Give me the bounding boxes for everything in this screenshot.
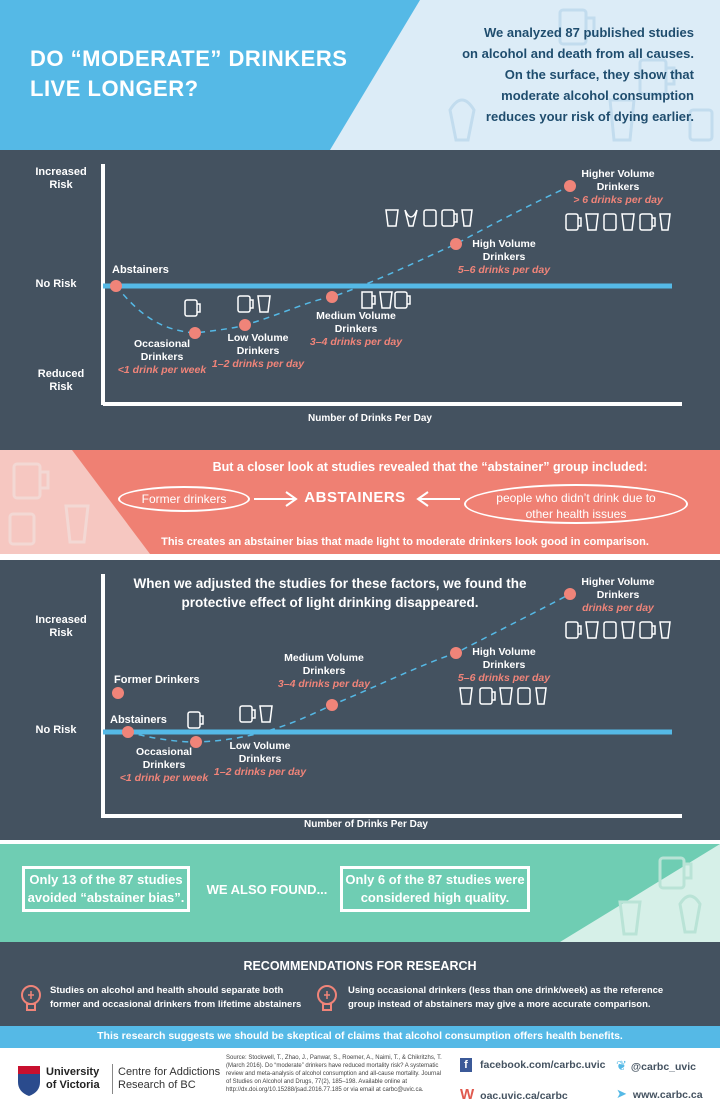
cursor-arrow-icon: ➤: [616, 1086, 627, 1101]
higher-volume-dot: [564, 588, 576, 600]
recommendation-1: Studies on alcohol and health should sep…: [50, 985, 302, 1010]
intro-line: on alcohol and death from all causes.: [462, 46, 694, 61]
medium-volume-label: Medium Volume Drinkers 3–4 drinks per day: [309, 310, 403, 348]
bias-left-panel: [0, 450, 150, 554]
higher-volume-label: Higher Volume Drinkers drinks per day: [581, 576, 655, 614]
w-logo-icon: W: [460, 1086, 475, 1103]
high-volume-label: High Volume Drinkers 5–6 drinks per day: [457, 238, 551, 276]
lightbulb-icon: [317, 985, 337, 1011]
bias-heading: But a closer look at studies revealed th…: [212, 460, 648, 474]
former-drinkers-dot: [112, 687, 124, 699]
high-volume-label: High Volume Drinkers 5–6 drinks per day: [457, 646, 551, 684]
health-issues-line-2: other health issues: [525, 507, 627, 521]
facebook-link[interactable]: f facebook.com/carbc.uvic: [460, 1058, 605, 1072]
intro-text: We analyzed 87 published studies on alco…: [394, 22, 694, 127]
chart-1-section: Increased Risk No Risk Reduced Risk Number…: [0, 150, 720, 450]
arrow-left-icon: [416, 491, 460, 507]
y-label-increased: Increased Risk: [35, 614, 87, 639]
y-label-increased: Increased Risk: [35, 166, 87, 191]
twitter-icon: ❦: [616, 1058, 627, 1073]
university-name: University of Victoria: [46, 1066, 100, 1091]
abstainers-label: Abstainers: [112, 264, 169, 276]
lightbulb-icon: [21, 985, 41, 1011]
beer-mug-pattern-icon: [618, 856, 702, 936]
medium-volume-dot: [326, 291, 338, 303]
chart-2-graphics: [101, 574, 682, 818]
abstainers-center: ABSTAINERS: [304, 489, 406, 506]
x-axis-label: Number of Drinks Per Day: [308, 413, 432, 424]
medium-volume-label: Medium Volume Drinkers 3–4 drinks per day: [277, 652, 371, 690]
title-line-1: DO “MODERATE” DRINKERS: [30, 46, 348, 71]
page-title: DO “MODERATE” DRINKERS LIVE LONGER?: [30, 44, 347, 104]
finding-box-2: Only 6 of the 87 studies were considered …: [340, 866, 530, 912]
bias-footer: This creates an abstainer bias that made…: [161, 536, 649, 548]
we-also-found-label: WE ALSO FOUND...: [206, 882, 328, 897]
title-line-2: LIVE LONGER?: [30, 76, 199, 101]
intro-line: On the surface, they show that: [504, 67, 694, 82]
drink-icons: [187, 621, 671, 729]
occasional-dot: [189, 327, 201, 339]
beer-mug-pattern-icon: [448, 8, 714, 142]
chart-1-graphics: [101, 164, 682, 406]
intro-line: moderate alcohol consumption: [501, 88, 694, 103]
findings-right-panel: [560, 844, 720, 942]
higher-volume-label: Higher Volume Drinkers > 6 drinks per day: [573, 168, 663, 206]
high-volume-dot: [450, 647, 462, 659]
y-label-no-risk: No Risk: [35, 278, 77, 290]
low-volume-dot: [239, 319, 251, 331]
chart-2-heading: When we adjusted the studies for these f…: [133, 576, 527, 610]
centre-name: Centre for Addictions Research of BC: [118, 1066, 221, 1091]
abstainers-dot: [122, 726, 134, 738]
beer-mug-pattern-icon: [8, 462, 90, 546]
occasional-dot: [190, 736, 202, 748]
header-section: DO “MODERATE” DRINKERS LIVE LONGER? We a…: [0, 0, 720, 150]
conclusion-text: This research suggests we should be skep…: [97, 1030, 623, 1042]
y-label-no-risk: No Risk: [35, 724, 77, 736]
higher-volume-dot: [564, 180, 576, 192]
source-citation: Source: Stockwell, T., Zhao, J., Panwar,…: [226, 1055, 442, 1093]
recommendation-2: Using occasional drinkers (less than one…: [348, 985, 664, 1010]
abstainers-dot: [110, 280, 122, 292]
finding-box-1: Only 13 of the 87 studies avoided “abstai…: [22, 866, 190, 912]
university-crest-icon: [18, 1066, 40, 1096]
high-volume-dot: [450, 238, 462, 250]
former-drinkers-pill: Former drinkers: [118, 486, 250, 512]
medium-volume-dot: [326, 699, 338, 711]
header-diagonal-panel: [330, 0, 720, 150]
low-volume-label: Low Volume Drinkers 1–2 drinks per day: [211, 332, 305, 370]
former-drinkers-text: Former drinkers: [141, 492, 227, 506]
website-link[interactable]: ➤ www.carbc.ca: [616, 1086, 703, 1101]
facebook-icon: f: [460, 1058, 472, 1072]
abstainer-bias-section: But a closer look at studies revealed th…: [0, 450, 720, 554]
findings-section: Only 13 of the 87 studies avoided “abstai…: [0, 844, 720, 942]
y-label-reduced: Reduced Risk: [37, 368, 85, 393]
arrow-right-icon: [254, 491, 298, 507]
divider: [112, 1064, 113, 1094]
footer-section: University of Victoria Centre for Addicti…: [0, 1048, 720, 1112]
intro-line: reduces your risk of dying earlier.: [485, 109, 694, 124]
occasional-label: Occasional Drinkers <1 drink per week: [119, 746, 209, 784]
chart-2-section: When we adjusted the studies for these f…: [0, 560, 720, 840]
recommendations-section: RECOMMENDATIONS FOR RESEARCH Studies on …: [0, 942, 720, 1026]
drink-icons: [184, 209, 671, 317]
health-issues-line-1: people who didn’t drink due to: [496, 491, 656, 505]
twitter-link[interactable]: ❦ @carbc_uvic: [616, 1058, 697, 1073]
intro-line: We analyzed 87 published studies: [484, 25, 694, 40]
recommendations-heading: RECOMMENDATIONS FOR RESEARCH: [243, 959, 477, 973]
conclusion-bar: This research suggests we should be skep…: [0, 1026, 720, 1048]
risk-curve: [115, 185, 571, 334]
former-drinkers-label: Former Drinkers: [114, 674, 200, 686]
health-issues-pill: people who didn’t drink due to other hea…: [464, 484, 688, 524]
x-axis-label: Number of Drinks Per Day: [304, 819, 428, 830]
abstainers-label: Abstainers: [110, 714, 167, 726]
low-volume-label: Low Volume Drinkers 1–2 drinks per day: [213, 740, 307, 778]
occasional-label: Occasional Drinkers <1 drink per week: [117, 338, 207, 376]
